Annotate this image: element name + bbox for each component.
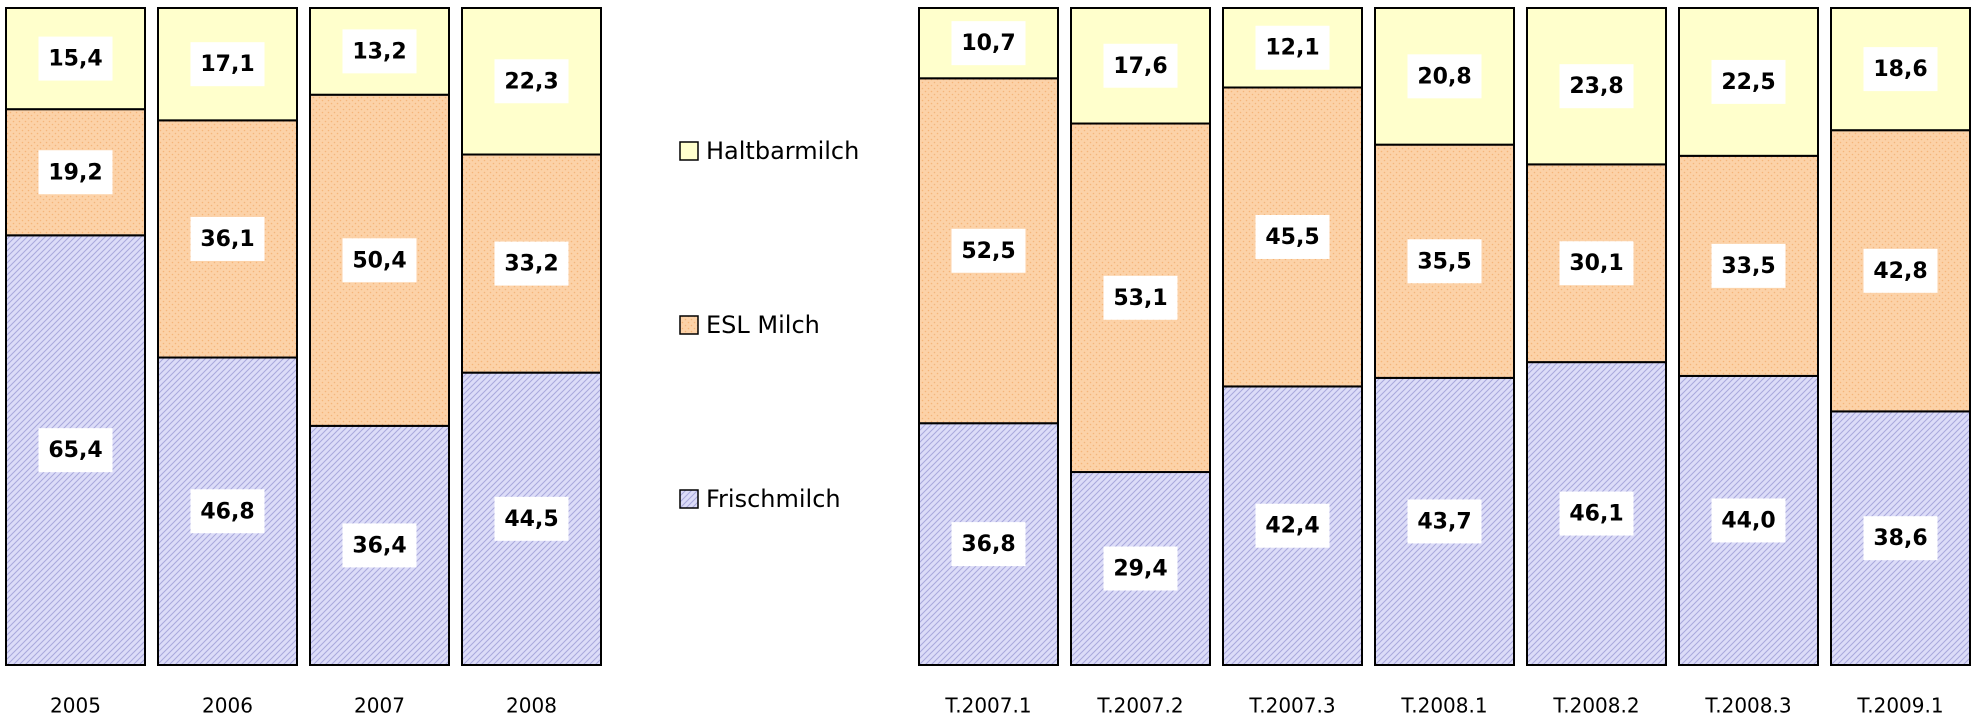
value-label: 50,4 xyxy=(352,248,406,273)
value-label-box xyxy=(494,59,569,104)
value-label-box xyxy=(1103,546,1178,591)
value-label: 15,4 xyxy=(48,47,102,72)
value-label-box xyxy=(1559,491,1634,536)
value-label-box xyxy=(1407,239,1482,284)
value-label: 46,8 xyxy=(200,499,254,524)
value-label: 20,8 xyxy=(1417,64,1471,89)
x-tick-label: T.2008.2 xyxy=(1552,694,1639,718)
legend-swatch xyxy=(679,141,699,161)
legend-label: ESL Milch xyxy=(706,311,820,339)
value-label: 13,2 xyxy=(352,39,406,64)
value-label-box xyxy=(1407,54,1482,99)
value-label: 36,8 xyxy=(961,532,1015,557)
value-label-box xyxy=(1711,59,1786,104)
value-label: 22,5 xyxy=(1721,70,1775,95)
value-label: 38,6 xyxy=(1873,526,1927,551)
value-label-box xyxy=(1407,499,1482,544)
value-label-box xyxy=(1863,47,1938,92)
value-label-box xyxy=(1255,214,1330,259)
x-tick-label: 2008 xyxy=(506,694,557,718)
value-label: 17,1 xyxy=(200,52,254,77)
x-tick-label: T.2009.1 xyxy=(1856,694,1943,718)
legend-label: Haltbarmilch xyxy=(706,137,859,165)
value-label: 45,5 xyxy=(1265,225,1319,250)
bar-segment xyxy=(1374,376,1515,666)
value-label: 44,0 xyxy=(1721,508,1775,533)
x-tick-label: 2006 xyxy=(202,694,253,718)
value-label-box xyxy=(494,496,569,541)
value-label: 42,8 xyxy=(1873,259,1927,284)
value-label: 36,4 xyxy=(352,533,406,558)
value-label: 44,5 xyxy=(504,507,558,532)
bar-segment xyxy=(461,371,602,666)
x-tick-label: T.2008.1 xyxy=(1400,694,1487,718)
value-label-box xyxy=(951,21,1026,66)
value-label-box xyxy=(951,228,1026,273)
value-label-box xyxy=(951,522,1026,567)
value-label: 52,5 xyxy=(961,239,1015,264)
value-label: 42,4 xyxy=(1265,514,1319,539)
value-label: 35,5 xyxy=(1417,249,1471,274)
value-label-box xyxy=(342,523,417,568)
value-label: 53,1 xyxy=(1113,286,1167,311)
value-label: 17,6 xyxy=(1113,54,1167,79)
value-label-box xyxy=(1711,498,1786,543)
value-label-box xyxy=(1103,275,1178,320)
value-label-box xyxy=(190,489,265,534)
value-label: 23,8 xyxy=(1569,74,1623,99)
value-label-box xyxy=(1255,503,1330,548)
value-label: 33,2 xyxy=(504,252,558,277)
value-label-box xyxy=(1711,243,1786,288)
value-label-box xyxy=(1255,25,1330,70)
value-label-box xyxy=(38,36,113,81)
value-label-box xyxy=(1863,516,1938,561)
value-label: 43,7 xyxy=(1417,509,1471,534)
value-label: 46,1 xyxy=(1569,502,1623,527)
x-tick-label: T.2008.3 xyxy=(1704,694,1791,718)
value-label: 18,6 xyxy=(1873,57,1927,82)
value-label-box xyxy=(494,241,569,286)
value-label: 65,4 xyxy=(48,438,102,463)
x-tick-label: T.2007.2 xyxy=(1096,694,1183,718)
value-label-box xyxy=(190,216,265,261)
value-label: 36,1 xyxy=(200,227,254,252)
value-label-box xyxy=(190,42,265,87)
value-label: 10,7 xyxy=(961,31,1015,56)
value-label-box xyxy=(1559,241,1634,286)
x-tick-label: T.2007.1 xyxy=(944,694,1031,718)
x-tick-label: T.2007.3 xyxy=(1248,694,1335,718)
value-label-box xyxy=(38,428,113,473)
x-tick-label: 2005 xyxy=(50,694,101,718)
value-label: 19,2 xyxy=(48,160,102,185)
legend-label: Frischmilch xyxy=(706,485,841,513)
value-label-box xyxy=(1559,64,1634,109)
legend-swatch xyxy=(679,315,699,335)
value-label: 22,3 xyxy=(504,69,558,94)
x-tick-label: 2007 xyxy=(354,694,405,718)
legend-swatch xyxy=(679,489,699,509)
value-label-box xyxy=(1863,248,1938,293)
value-label-box xyxy=(38,150,113,195)
bar-segment xyxy=(1526,163,1667,364)
value-label: 30,1 xyxy=(1569,251,1623,276)
value-label: 33,5 xyxy=(1721,254,1775,279)
value-label-box xyxy=(1103,43,1178,88)
value-label: 29,4 xyxy=(1113,557,1167,582)
value-label-box xyxy=(342,29,417,74)
value-label-box xyxy=(342,238,417,283)
value-label: 12,1 xyxy=(1265,36,1319,61)
